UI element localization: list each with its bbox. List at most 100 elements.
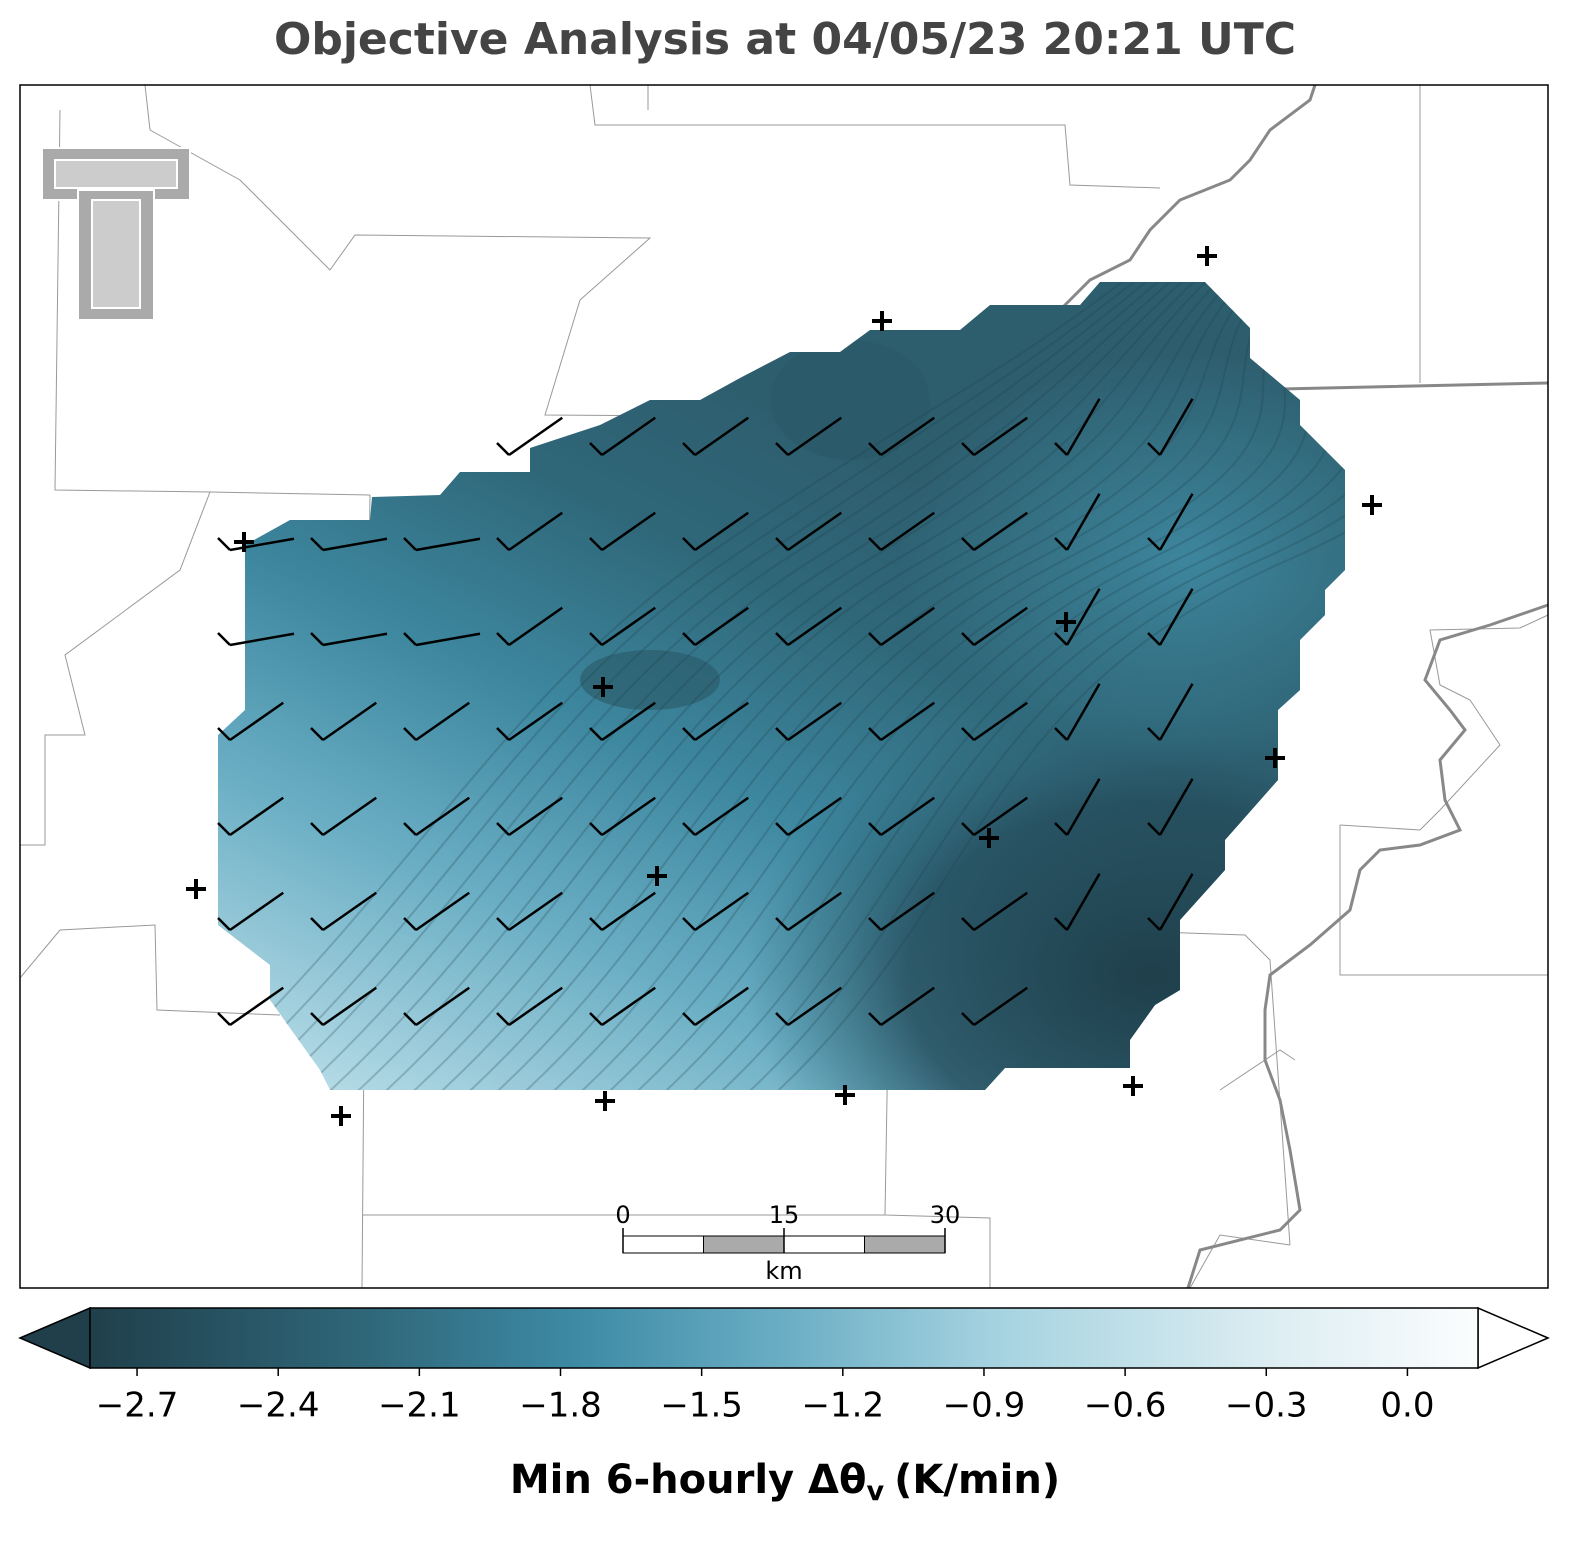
wind-barb bbox=[496, 891, 563, 932]
wind-barb bbox=[310, 986, 377, 1027]
wind-barb bbox=[1054, 588, 1101, 646]
contour bbox=[263, 282, 1185, 1090]
contour bbox=[235, 282, 1174, 1090]
contour bbox=[319, 282, 1207, 1090]
stations bbox=[186, 246, 1382, 1126]
wind-barb bbox=[682, 416, 749, 457]
colorbar-label-sub: v bbox=[867, 1476, 885, 1507]
scale-segment bbox=[622, 1235, 704, 1254]
station bbox=[1056, 612, 1076, 632]
wind-barb bbox=[403, 891, 470, 932]
colorbar-tick-label: −2.4 bbox=[237, 1386, 320, 1426]
station bbox=[835, 1085, 855, 1105]
wind-barb bbox=[682, 796, 749, 837]
colorbar-body bbox=[89, 1307, 1479, 1369]
station bbox=[1265, 748, 1285, 768]
wind-barb bbox=[496, 796, 563, 837]
wind-barb bbox=[496, 511, 563, 552]
wind-barb bbox=[868, 606, 935, 647]
analysis-field bbox=[218, 282, 1345, 1090]
contour bbox=[515, 282, 1286, 1090]
scale-tick-label: 15 bbox=[769, 1201, 800, 1229]
contour bbox=[543, 282, 1297, 1090]
colorbar-label-unit: (K/min) bbox=[894, 1457, 1060, 1503]
colorbar-tick-label: −0.6 bbox=[1084, 1386, 1167, 1426]
contour bbox=[403, 282, 1241, 1090]
wind-barb bbox=[310, 537, 388, 552]
wind-barb bbox=[682, 891, 749, 932]
station bbox=[1123, 1076, 1143, 1096]
wind-barb bbox=[961, 891, 1028, 932]
colorbar-tick-label: −1.2 bbox=[802, 1386, 885, 1426]
wind-barb bbox=[961, 606, 1028, 647]
station bbox=[593, 677, 613, 697]
wind-barb bbox=[589, 796, 656, 837]
colorbar-tick-label: −0.9 bbox=[943, 1386, 1026, 1426]
wind-barb bbox=[217, 891, 284, 932]
wind-barb bbox=[1054, 778, 1101, 836]
wind-barb bbox=[961, 796, 1028, 837]
contour bbox=[347, 282, 1218, 1090]
wind-barb bbox=[496, 606, 563, 647]
station bbox=[647, 866, 667, 886]
wind-barb bbox=[961, 416, 1028, 457]
contour bbox=[487, 282, 1274, 1090]
wind-barb bbox=[868, 986, 935, 1027]
scale-unit: km bbox=[765, 1257, 802, 1285]
wind-barb bbox=[682, 511, 749, 552]
wind-barb bbox=[775, 891, 842, 932]
wind-barb bbox=[496, 701, 563, 742]
wind-barb bbox=[1054, 398, 1101, 456]
wind-barb bbox=[496, 416, 563, 457]
station bbox=[872, 311, 892, 331]
title: Objective Analysis at 04/05/23 20:21 UTC bbox=[274, 14, 1296, 65]
wind-barb bbox=[310, 796, 377, 837]
wind-barb bbox=[217, 796, 284, 837]
wind-barb bbox=[775, 606, 842, 647]
wind-barb bbox=[868, 796, 935, 837]
wind-barb bbox=[1054, 493, 1101, 551]
wind-barb bbox=[403, 537, 481, 552]
station bbox=[331, 1106, 351, 1126]
wind-barb bbox=[868, 511, 935, 552]
wind-barb bbox=[682, 606, 749, 647]
wind-barb bbox=[1054, 873, 1101, 931]
scale-tick-label: 0 bbox=[615, 1201, 630, 1229]
wind-barb bbox=[403, 632, 481, 647]
wind-barb bbox=[1147, 778, 1194, 836]
colorbar: −2.7 −2.4 −2.1 −1.8 −1.5 −1.2 −0.9 −0.6 −0.3 0.0 bbox=[18, 1306, 1550, 1426]
wind-barb bbox=[589, 891, 656, 932]
wind-barb bbox=[775, 511, 842, 552]
wind-barb bbox=[775, 701, 842, 742]
wind-barb bbox=[589, 416, 656, 457]
wind-barb bbox=[775, 796, 842, 837]
wind-barb bbox=[589, 606, 656, 647]
map-frame bbox=[19, 84, 1549, 1289]
wind-barb bbox=[403, 796, 470, 837]
wind-barb bbox=[1147, 493, 1194, 551]
wind-barb bbox=[1147, 683, 1194, 741]
wind-barb bbox=[961, 701, 1028, 742]
wind-barb bbox=[217, 986, 284, 1027]
wind-barb bbox=[1147, 873, 1194, 931]
colorbar-extend-low bbox=[18, 1306, 91, 1370]
contour bbox=[739, 282, 1345, 1090]
contour bbox=[291, 282, 1196, 1090]
contour bbox=[767, 282, 1345, 1090]
wind-barb bbox=[775, 986, 842, 1027]
wind-barb bbox=[403, 701, 470, 742]
station bbox=[1197, 246, 1217, 266]
contour bbox=[431, 282, 1252, 1090]
station bbox=[1362, 495, 1382, 515]
wind-barb bbox=[589, 511, 656, 552]
scale-segment bbox=[864, 1235, 946, 1254]
colorbar-tick-label: −1.5 bbox=[660, 1386, 743, 1426]
contour bbox=[459, 282, 1263, 1090]
wind-barb bbox=[868, 416, 935, 457]
wind-barb bbox=[310, 701, 377, 742]
scale-segment bbox=[703, 1235, 785, 1254]
contour bbox=[375, 282, 1230, 1090]
wind-barb bbox=[961, 511, 1028, 552]
wind-barb bbox=[310, 891, 377, 932]
wind-barb bbox=[682, 701, 749, 742]
